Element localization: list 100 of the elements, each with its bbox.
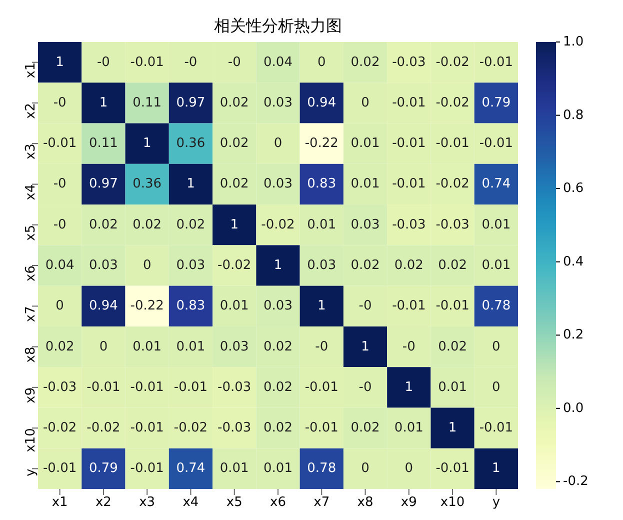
data-label: -0.01 — [130, 54, 164, 70]
data-label: 0.02 — [176, 217, 206, 232]
y-tick-label: x6 — [24, 266, 39, 282]
data-label: -0 — [358, 298, 372, 314]
data-label: -0.22 — [130, 298, 164, 314]
data-label: 0.11 — [132, 95, 162, 110]
data-label: 0.03 — [264, 176, 292, 192]
data-label: 0.03 — [88, 258, 118, 273]
data-label: 0.01 — [350, 136, 380, 152]
y-tick-label: x3 — [24, 144, 39, 160]
data-label: 0.02 — [88, 217, 118, 232]
data-label: -0.01 — [436, 136, 470, 152]
data-label: 0.02 — [220, 176, 249, 192]
data-label: 0 — [361, 461, 370, 476]
data-label: 0.03 — [220, 339, 249, 354]
data-label: -0.01 — [86, 380, 120, 395]
data-label: 1 — [404, 380, 414, 395]
y-tick-label: x5 — [24, 224, 39, 241]
data-label: 0.79 — [88, 461, 118, 476]
data-label: 0.02 — [350, 420, 380, 436]
y-tick-label: x1 — [24, 62, 39, 78]
data-label: 0.02 — [438, 258, 468, 273]
data-label: 0.83 — [307, 176, 336, 192]
x-tick-label: x3 — [139, 495, 156, 510]
data-label: -0.03 — [218, 420, 252, 436]
data-label: -0.01 — [479, 136, 513, 152]
data-label: 0.02 — [350, 258, 380, 273]
x-tick-label: x10 — [440, 495, 465, 510]
data-label: -0 — [96, 54, 110, 70]
y-tick-label: x8 — [24, 346, 39, 363]
data-label: 1 — [186, 176, 195, 192]
data-label: -0.02 — [436, 95, 470, 110]
data-label: 0.36 — [176, 136, 206, 152]
color-bar-label: 1.0 — [563, 34, 584, 50]
data-label: 0.01 — [307, 217, 336, 232]
data-label: 0.03 — [264, 95, 292, 110]
data-label: 0.01 — [394, 420, 424, 436]
data-label: 0.03 — [264, 298, 292, 314]
x-tick-label: x6 — [270, 495, 286, 510]
data-label: -0.03 — [392, 54, 426, 70]
x-tick-label: x8 — [357, 495, 374, 510]
data-label: 1 — [317, 298, 326, 314]
color-bar-label: 0.0 — [563, 400, 584, 416]
data-label: 0.01 — [132, 339, 162, 354]
data-label: -0.02 — [436, 54, 470, 70]
data-label: -0.01 — [392, 136, 426, 152]
data-label: 1 — [56, 54, 64, 70]
x-tick-label: x7 — [314, 495, 330, 510]
data-label: 0.03 — [350, 217, 380, 232]
data-label: 0.01 — [220, 298, 249, 314]
data-label: 0 — [274, 136, 282, 152]
x-tick-label: x4 — [182, 495, 199, 510]
data-label: 0.79 — [482, 95, 511, 110]
data-label: 0.02 — [220, 136, 249, 152]
data-label: 1 — [361, 339, 370, 354]
data-label: -0.03 — [218, 380, 252, 395]
data-label: -0.01 — [174, 380, 208, 395]
data-label: 0 — [142, 258, 152, 273]
data-label: -0.01 — [130, 420, 164, 436]
data-label: 0.02 — [394, 258, 424, 273]
data-label: -0.01 — [130, 380, 164, 395]
x-tick-label: x1 — [52, 495, 68, 510]
chart-title: 相关性分析热力图 — [213, 16, 343, 37]
data-label: 1 — [142, 136, 152, 152]
data-label: 0.02 — [132, 217, 162, 232]
data-label: -0.01 — [392, 95, 426, 110]
data-label: -0.22 — [304, 136, 338, 152]
data-label: -0.01 — [304, 420, 338, 436]
data-label: -0.01 — [436, 298, 470, 314]
color-bar-label: 0.2 — [563, 328, 584, 343]
data-label: -0.02 — [436, 176, 470, 192]
data-label: 0.97 — [88, 176, 118, 192]
data-label: -0.03 — [43, 380, 77, 395]
data-label: -0 — [402, 339, 416, 354]
y-tick-label: x9 — [24, 387, 39, 404]
data-label: -0.02 — [218, 258, 252, 273]
data-label: 0.02 — [350, 54, 380, 70]
data-label: 0.02 — [45, 339, 74, 354]
data-label: 1 — [448, 420, 457, 436]
data-label: 0 — [492, 339, 500, 354]
data-label: 0.02 — [438, 339, 468, 354]
data-label: 0.02 — [264, 420, 292, 436]
data-label: -0.01 — [130, 461, 164, 476]
data-label: -0.01 — [392, 176, 426, 192]
data-label: 0.78 — [307, 461, 336, 476]
data-label: -0 — [358, 380, 372, 395]
data-label: 0 — [492, 380, 500, 395]
data-label: -0.02 — [43, 420, 77, 436]
data-label: 0.04 — [264, 54, 292, 70]
data-label: 0.03 — [176, 258, 206, 273]
data-label: -0 — [53, 176, 66, 192]
data-label: 0.04 — [45, 258, 74, 273]
data-label: 0 — [361, 95, 370, 110]
data-label: 0.02 — [264, 339, 292, 354]
data-label: -0.03 — [436, 217, 470, 232]
data-label: 0 — [317, 54, 326, 70]
data-label: 0.01 — [482, 258, 511, 273]
data-label: 0.01 — [438, 380, 468, 395]
data-label: -0.01 — [479, 420, 513, 436]
data-label: 0.94 — [307, 95, 336, 110]
